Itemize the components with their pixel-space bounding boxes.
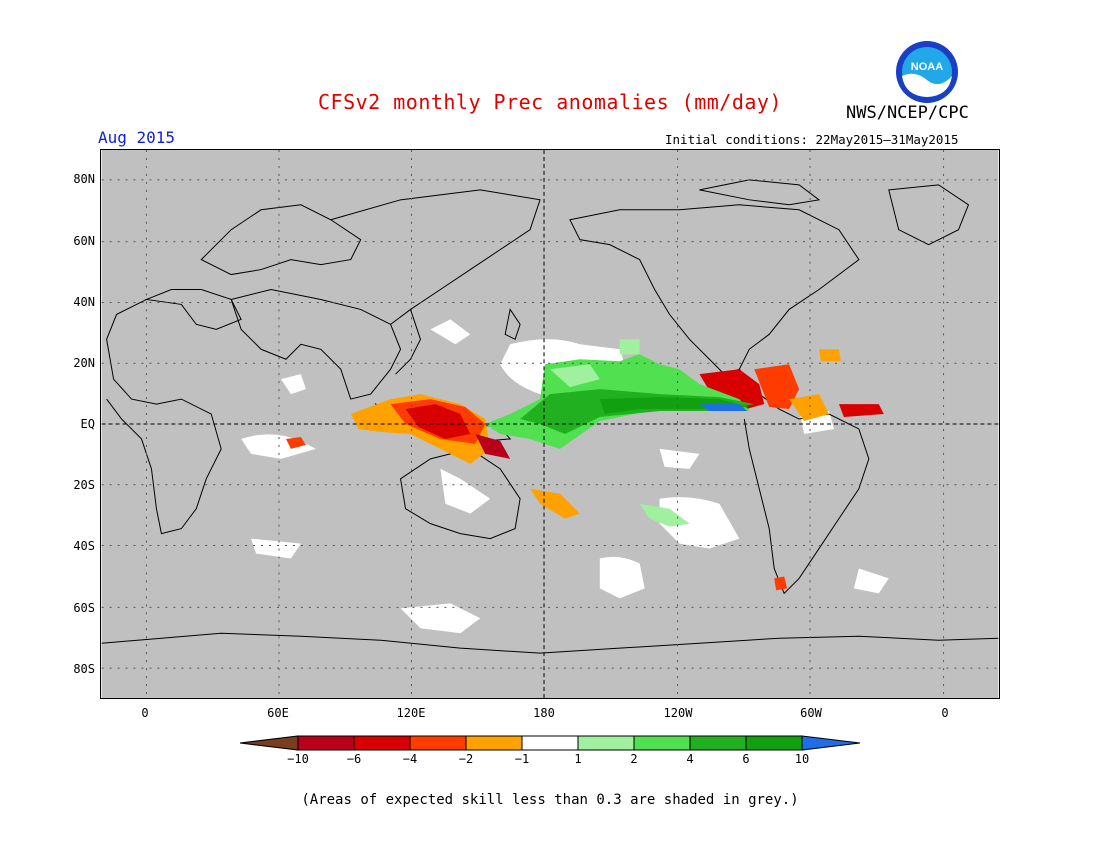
lon-label: 0 [141, 706, 149, 720]
colorbar-box [689, 735, 747, 751]
lon-label: 60E [267, 706, 289, 720]
svg-text:NOAA: NOAA [911, 61, 943, 73]
colorbar-box [633, 735, 691, 751]
lon-label: 60W [800, 706, 822, 720]
colorbar-tick-label: −6 [346, 752, 362, 766]
colorbar-box [521, 735, 579, 751]
lat-label: 20S [73, 478, 95, 492]
colorbar-extend-low [240, 735, 299, 751]
noaa-logo: NOAA [896, 41, 958, 103]
colorbar-tick-label: 2 [630, 752, 638, 766]
colorbar-tick-label: −1 [514, 752, 530, 766]
dry-anomalies [285, 349, 884, 591]
lon-label: 120E [396, 706, 426, 720]
forecast-month: Aug 2015 [98, 128, 176, 147]
precip-anomaly-map [100, 149, 1000, 699]
colorbar-tick-label: −2 [458, 752, 474, 766]
lat-label: 60S [73, 601, 95, 615]
agency-label: NWS/NCEP/CPC [846, 103, 969, 123]
colorbar-box [745, 735, 803, 751]
lat-label: 80N [73, 172, 95, 186]
colorbar-box [353, 735, 411, 751]
lat-lon-gridlines [101, 150, 999, 698]
lat-label: EQ [80, 417, 95, 431]
colorbar-tick-label: 1 [574, 752, 582, 766]
lat-label: 40N [73, 295, 95, 309]
lat-label: 80S [73, 662, 95, 676]
initial-conditions: Initial conditions: 22May2015–31May2015 [665, 132, 959, 147]
colorbar-box [465, 735, 523, 751]
colorbar-tick-label: 6 [742, 752, 750, 766]
colorbar-box [297, 735, 355, 751]
lat-label: 20N [73, 356, 95, 370]
colorbar-box [577, 735, 635, 751]
colorbar-tick-label: 10 [794, 752, 810, 766]
lon-label: 0 [941, 706, 949, 720]
colorbar-extend-high [801, 735, 860, 751]
colorbar-tick-label: −10 [287, 752, 309, 766]
lat-label: 40S [73, 539, 95, 553]
chart-title: CFSv2 monthly Prec anomalies (mm/day) [317, 90, 783, 114]
lat-label: 60N [73, 234, 95, 248]
colorbar [240, 735, 860, 751]
footnote: (Areas of expected skill less than 0.3 a… [301, 792, 799, 808]
colorbar-box [409, 735, 467, 751]
colorbar-tick-label: 4 [686, 752, 694, 766]
lon-label: 120W [663, 706, 693, 720]
lon-label: 180 [533, 706, 555, 720]
equator-and-dateline [101, 150, 999, 698]
wet-anomalies [485, 339, 755, 527]
colorbar-tick-label: −4 [402, 752, 418, 766]
